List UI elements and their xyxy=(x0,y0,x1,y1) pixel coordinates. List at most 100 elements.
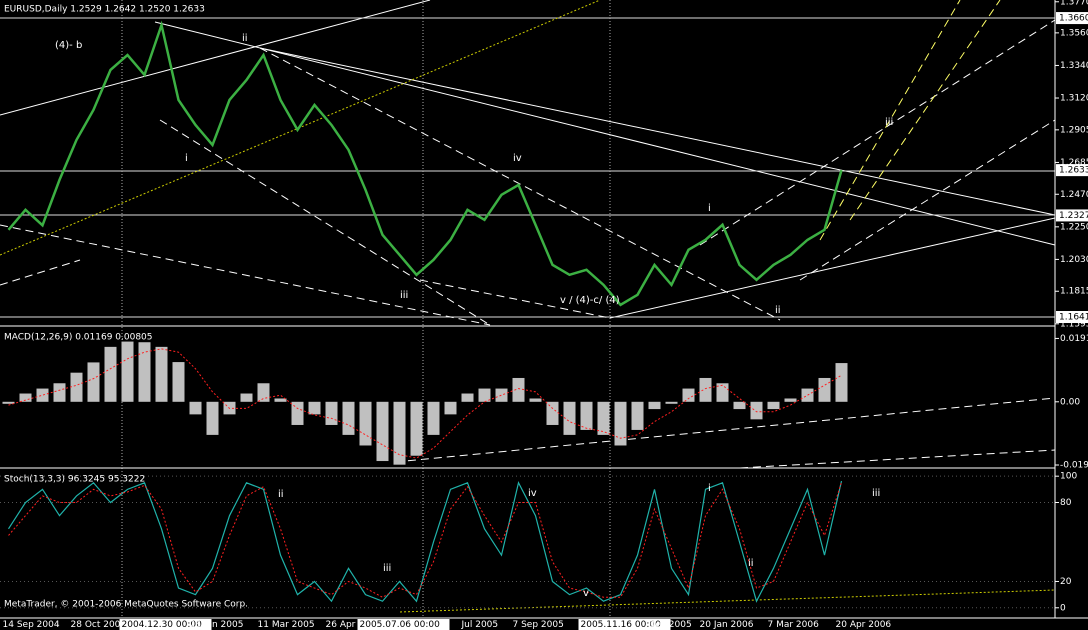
level-label: 1.2633 xyxy=(1059,166,1088,176)
wave-label: iv xyxy=(528,488,537,499)
histogram-bar xyxy=(835,363,848,402)
y-tick-label: 1.3560 xyxy=(1060,28,1088,38)
y-tick-label: 0.00 xyxy=(1060,397,1080,407)
x-tick-label: 2005.07.06 00:00 xyxy=(360,620,441,630)
histogram-bar xyxy=(461,393,474,402)
histogram-bar xyxy=(750,401,763,420)
wave-label: iii xyxy=(400,290,408,301)
histogram-bar xyxy=(546,401,559,425)
histogram-bar xyxy=(104,346,117,402)
histogram-bar xyxy=(699,377,712,402)
histogram-bar xyxy=(87,362,100,402)
level-label: 1.2327 xyxy=(1059,211,1088,221)
histogram-bar xyxy=(257,383,270,402)
histogram-bar xyxy=(138,342,151,402)
histogram-bar xyxy=(155,346,168,402)
y-tick-label: 80 xyxy=(1060,498,1072,508)
wave-label: ii xyxy=(748,558,754,569)
histogram-bar xyxy=(648,401,661,410)
signal-line xyxy=(8,482,842,598)
x-tick-label: 11 Mar 2005 xyxy=(258,620,315,630)
wave-label: v / (4)-c/ (4) xyxy=(560,295,620,306)
histogram-bar xyxy=(36,388,49,402)
y-tick-label: 0.01915 xyxy=(1060,334,1088,344)
pane-title: MACD(12,26,9) 0.01169 0.00805 xyxy=(4,333,153,343)
histogram-bar xyxy=(206,401,219,435)
level-box xyxy=(1056,311,1088,324)
x-tick-label: Jul 2005 xyxy=(461,620,499,630)
wave-label: i xyxy=(185,153,188,164)
histogram-bar xyxy=(665,401,678,404)
wave-label: ii xyxy=(278,489,284,500)
wave-label: (4)- b xyxy=(55,40,82,51)
y-tick-label: 1.3340 xyxy=(1060,61,1088,71)
y-tick-label: 1.1815 xyxy=(1060,287,1088,297)
histogram-bar xyxy=(444,401,457,415)
wave-label: ii xyxy=(775,305,781,316)
y-tick-label: 1.2470 xyxy=(1060,190,1088,200)
trendlines xyxy=(0,0,1056,469)
x-tick-label: 26 Apr 2005 xyxy=(326,620,382,630)
y-tick-label: -0.0191 xyxy=(1060,461,1088,471)
level-label: 1.1641 xyxy=(1059,313,1088,323)
histogram-bar xyxy=(291,401,304,425)
x-tick-label: 2005.11.16 00:00 xyxy=(581,620,662,630)
histogram-bar xyxy=(767,401,780,410)
histogram-bar xyxy=(597,401,610,435)
histogram-bar xyxy=(801,388,814,402)
wave-label: i xyxy=(708,483,711,494)
crosshair-label-box xyxy=(578,619,671,630)
histogram-bar xyxy=(427,401,440,435)
histogram-bar xyxy=(325,401,338,425)
crosshair-label-box xyxy=(357,619,450,630)
x-tick-label: 14 Sep 2004 xyxy=(3,620,60,630)
histogram-bar xyxy=(359,401,372,446)
x-tick-label: 28 Oct 2004 xyxy=(71,620,127,630)
histogram-bar xyxy=(818,377,831,402)
line xyxy=(7,20,843,307)
x-tick-label: Dec 2005 xyxy=(649,620,692,630)
histogram-bar xyxy=(512,377,525,402)
wave-label: iii xyxy=(885,117,893,128)
wave-label: iii xyxy=(383,563,391,574)
histogram-bar xyxy=(631,401,644,430)
x-tick-label: 7 Sep 2005 xyxy=(513,620,564,630)
level-box xyxy=(1056,12,1088,25)
histogram-bar xyxy=(376,401,389,462)
histogram-bar xyxy=(189,401,202,415)
level-label: 1.3660 xyxy=(1059,14,1088,24)
histogram-bar xyxy=(274,398,287,402)
x-tick-label: 7 Mar 2006 xyxy=(768,620,820,630)
histogram-bar xyxy=(410,401,423,456)
histogram-bar xyxy=(19,393,32,402)
histogram-bar xyxy=(495,388,508,402)
histogram-bar xyxy=(240,393,253,402)
x-tick-label: 20 Apr 2006 xyxy=(836,620,892,630)
histogram-bar xyxy=(172,362,185,402)
pane-title: EURUSD,Daily 1.2529 1.2642 1.2520 1.2633 xyxy=(4,5,205,15)
histogram-bar xyxy=(342,401,355,435)
y-tick-label: 100 xyxy=(1060,472,1077,482)
y-tick-label: 1.1595 xyxy=(1060,319,1088,329)
wave-label: v xyxy=(583,588,589,599)
y-tick-label: 1.2030 xyxy=(1060,255,1088,265)
x-tick-label: 26 Jan 2005 xyxy=(190,620,244,630)
histogram-bar xyxy=(563,401,576,435)
histogram-bar xyxy=(393,401,406,465)
histogram-bar xyxy=(70,372,83,402)
histogram-bar xyxy=(121,341,134,402)
x-tick-label: 2004.12.30 00:00 xyxy=(122,620,203,630)
wave-label: ii xyxy=(242,33,248,44)
y-tick-label: 1.3120 xyxy=(1060,94,1088,104)
pane-title: Stoch(13,3,3) 96.3245 95.3222 xyxy=(4,475,145,485)
level-box xyxy=(1056,209,1088,222)
y-tick-label: 1.2250 xyxy=(1060,222,1088,232)
wave-label: iv xyxy=(513,153,522,164)
y-tick-label: 20 xyxy=(1060,577,1072,587)
histogram-bar xyxy=(733,401,746,410)
crosshair-label-box xyxy=(119,619,212,630)
signal-line xyxy=(8,348,842,459)
y-tick-label: 0 xyxy=(1060,603,1066,613)
histogram-bar xyxy=(580,401,593,430)
